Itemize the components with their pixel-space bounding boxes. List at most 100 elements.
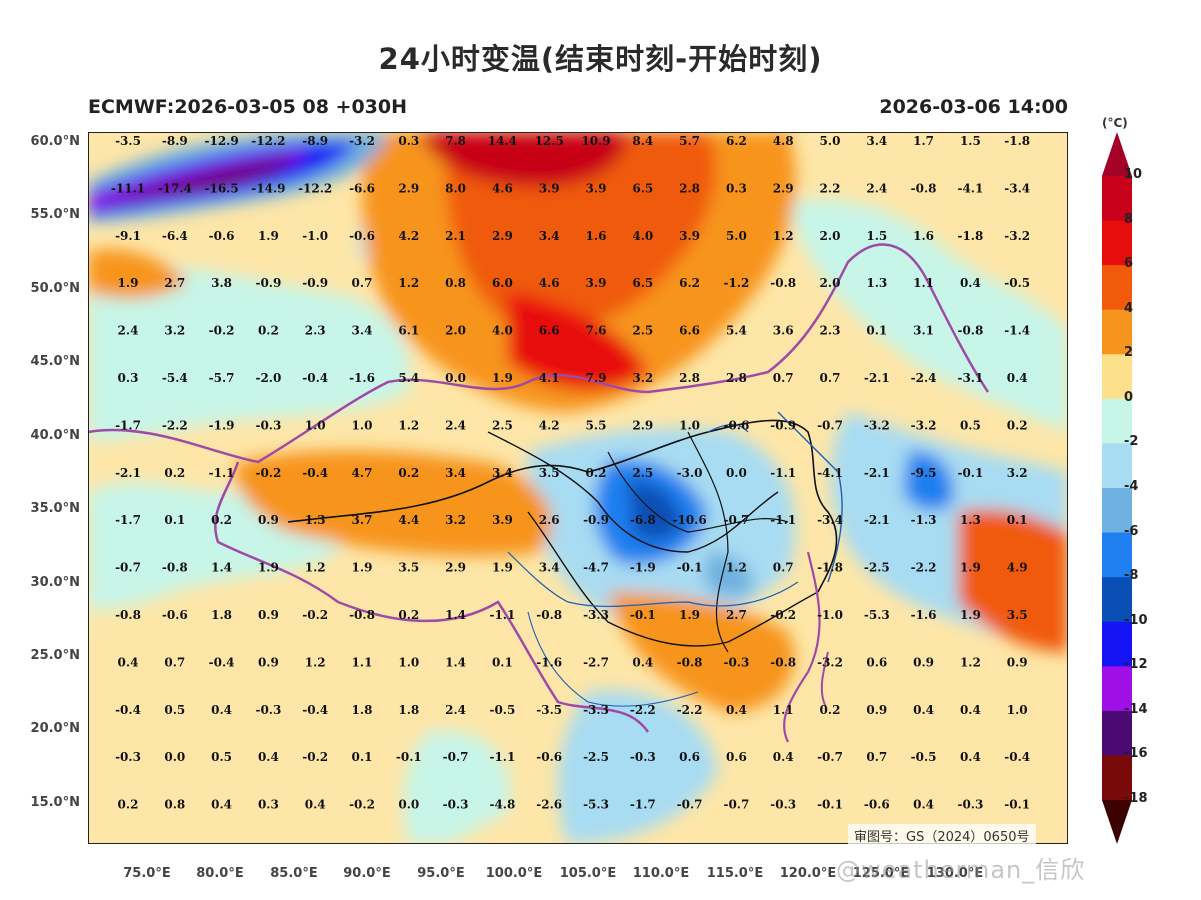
grid-value: -4.8 <box>489 798 515 812</box>
map-review-number: 审图号：GS（2024）0650号 <box>848 824 1036 847</box>
colorbar-swatch <box>1102 176 1132 222</box>
map-canvas[interactable]: -3.5 -8.9 -12.9 -12.2 -8.9 -3.2 0.3 7.8 14.4 12.5… <box>88 132 1068 844</box>
shaded-field <box>88 132 1068 844</box>
grid-value: -3.4 <box>1004 181 1030 195</box>
lat-label-15: 15.0°N <box>30 795 80 810</box>
grid-value: 0.9 <box>1007 655 1028 669</box>
colorbar-level-label: -16 <box>1124 746 1148 762</box>
grid-value: -2.2 <box>677 703 703 717</box>
grid-value: -3.0 <box>677 466 703 480</box>
colorbar-level-label: -2 <box>1124 434 1139 450</box>
grid-value: 2.9 <box>398 181 419 195</box>
grid-value: 3.5 <box>1007 608 1028 622</box>
grid-value: -1.3 <box>911 513 937 527</box>
grid-value: 0.8 <box>445 276 466 290</box>
colorbar-level-label: -4 <box>1124 479 1139 494</box>
valid-time-label: 2026-03-06 14:00 <box>879 96 1068 118</box>
grid-value: -3.4 <box>817 513 843 527</box>
grid-value: -0.7 <box>723 513 749 527</box>
grid-value: 3.4 <box>445 466 466 480</box>
lon-label-120: 120.0°E <box>779 866 837 881</box>
grid-value: 0.4 <box>211 703 232 717</box>
grid-value: 1.9 <box>679 608 700 622</box>
grid-value: 0.2 <box>258 324 279 338</box>
grid-value: -0.8 <box>770 276 796 290</box>
grid-value: 0.4 <box>1007 371 1028 385</box>
grid-value: 5.4 <box>398 371 419 385</box>
grid-value: 3.9 <box>586 276 607 290</box>
grid-value: -1.9 <box>630 561 656 575</box>
grid-value: 1.2 <box>305 655 326 669</box>
grid-value: 0.5 <box>211 750 232 764</box>
lat-label-25: 25.0°N <box>30 648 80 663</box>
lon-label-130: 130.0°E <box>926 866 984 881</box>
grid-value: -6.6 <box>349 181 375 195</box>
grid-value: -0.1 <box>396 750 422 764</box>
grid-value: -2.6 <box>536 798 562 812</box>
grid-value: -5.3 <box>864 608 890 622</box>
grid-value: 1.0 <box>305 418 326 432</box>
grid-value: -1.0 <box>817 608 843 622</box>
grid-value: 0.4 <box>305 798 326 812</box>
temperature-change-map[interactable]: -3.5 -8.9 -12.9 -12.2 -8.9 -3.2 0.3 7.8 14.4 12.5… <box>88 132 1068 844</box>
grid-value: 3.4 <box>352 324 373 338</box>
author-watermark: @weatherman_信欣 <box>836 856 1086 884</box>
grid-value: -1.6 <box>911 608 937 622</box>
colorbar-level-label: 0 <box>1124 389 1134 405</box>
grid-value: 0.0 <box>726 466 747 480</box>
grid-value: -1.8 <box>1004 134 1030 148</box>
grid-value: 0.7 <box>866 750 887 764</box>
grid-value: -16.5 <box>204 181 238 195</box>
grid-value: -9.5 <box>911 466 937 480</box>
grid-value: -0.7 <box>817 418 843 432</box>
grid-value: -0.6 <box>162 608 188 622</box>
grid-value: 1.1 <box>352 655 373 669</box>
grid-value: 1.0 <box>1007 703 1028 717</box>
grid-value: 6.0 <box>492 276 513 290</box>
lon-label-100: 100.0°E <box>485 866 543 881</box>
lat-label-45: 45.0°N <box>30 354 80 369</box>
grid-value: 0.1 <box>164 513 185 527</box>
grid-value: -0.6 <box>723 418 749 432</box>
grid-value: 3.4 <box>866 134 887 148</box>
grid-value: -12.2 <box>298 181 332 195</box>
grid-value: -2.2 <box>630 703 656 717</box>
grid-value: 1.7 <box>913 134 934 148</box>
grid-value: 3.7 <box>352 513 373 527</box>
grid-value: 2.8 <box>726 371 747 385</box>
grid-value: -0.9 <box>770 418 796 432</box>
grid-value: -8.9 <box>162 134 188 148</box>
grid-value: 0.4 <box>118 655 139 669</box>
grid-value: 1.8 <box>352 703 373 717</box>
grid-value: -5.4 <box>162 371 188 385</box>
grid-value: -0.2 <box>349 798 375 812</box>
grid-value: 2.9 <box>492 229 513 243</box>
grid-value: 2.4 <box>445 418 466 432</box>
grid-value: 1.9 <box>258 561 279 575</box>
grid-value: -3.1 <box>957 371 983 385</box>
grid-value: 3.9 <box>679 229 700 243</box>
grid-value: 4.6 <box>539 276 560 290</box>
grid-value: -0.8 <box>162 561 188 575</box>
grid-value: -0.4 <box>302 371 328 385</box>
grid-value: -0.7 <box>443 750 469 764</box>
grid-value: 3.9 <box>539 181 560 195</box>
lat-label-60: 60.0°N <box>30 134 80 149</box>
colorbar-level-label: -6 <box>1124 523 1139 539</box>
grid-value: -0.8 <box>349 608 375 622</box>
grid-value: 2.8 <box>679 371 700 385</box>
grid-value: 0.1 <box>866 324 887 338</box>
grid-value: -3.2 <box>864 418 890 432</box>
grid-value: 0.9 <box>258 655 279 669</box>
grid-value: -0.3 <box>443 798 469 812</box>
lat-label-35: 35.0°N <box>30 501 80 516</box>
grid-value: 5.0 <box>820 134 841 148</box>
grid-value: 2.3 <box>820 324 841 338</box>
grid-value: -5.7 <box>209 371 235 385</box>
grid-value: -0.3 <box>770 798 796 812</box>
grid-value: 0.6 <box>866 655 887 669</box>
grid-value: 3.9 <box>492 513 513 527</box>
grid-value: -3.2 <box>911 418 937 432</box>
grid-value: -1.1 <box>770 513 796 527</box>
grid-value: -2.1 <box>864 513 890 527</box>
